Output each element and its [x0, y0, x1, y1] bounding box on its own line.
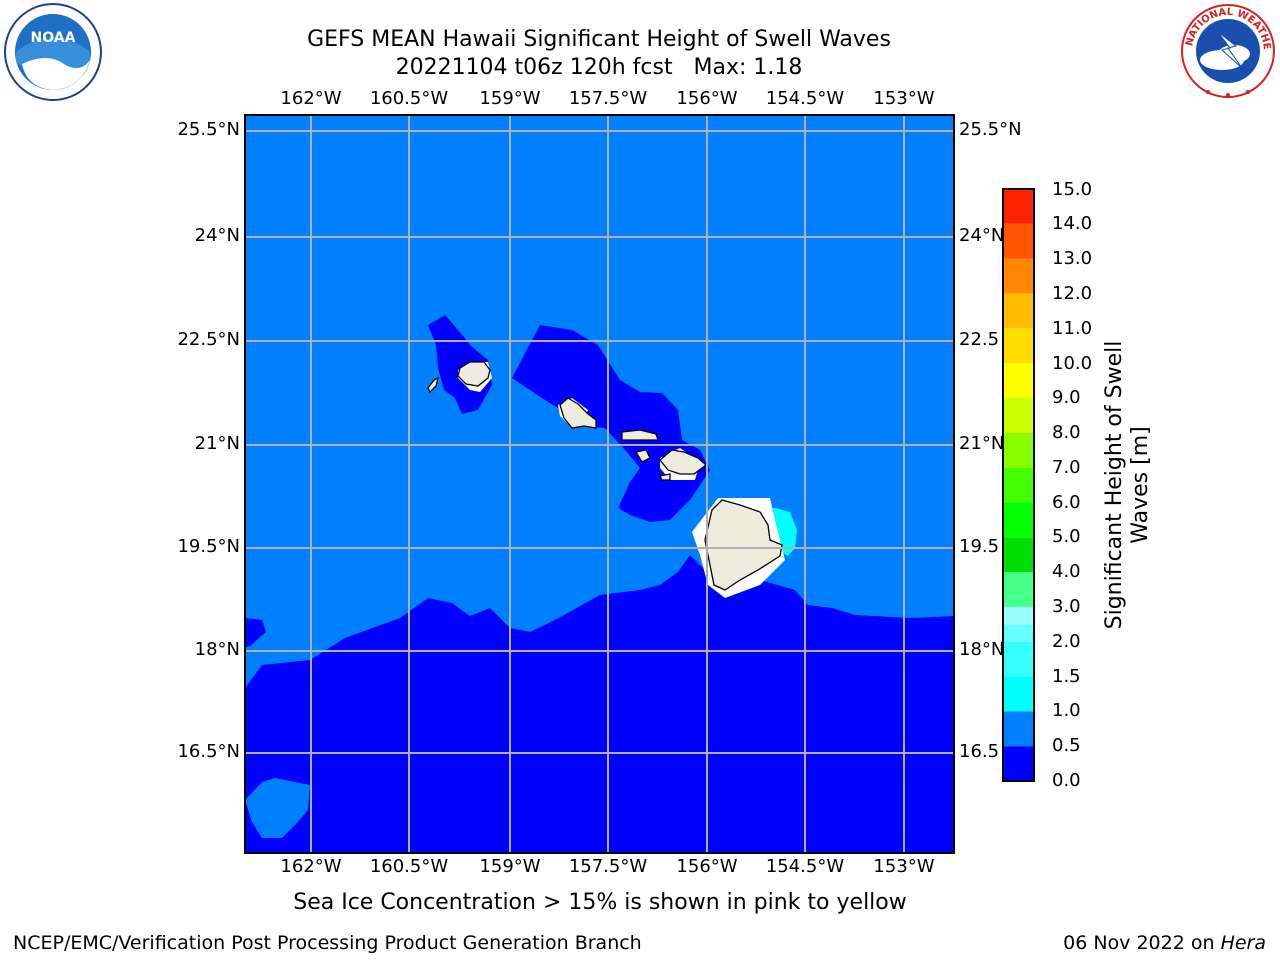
lon-tick-top: 157.5°W	[568, 88, 648, 109]
lat-tick-right: 22.5	[959, 329, 1000, 350]
colorbar-tick: 9.0	[1052, 387, 1081, 408]
colorbar-segment	[1003, 189, 1034, 224]
lat-tick-left: 18°N	[194, 639, 240, 660]
colorbar-segment	[1003, 363, 1034, 398]
moderate-swell-patch-sw	[245, 778, 310, 838]
colorbar-tick: 15.0	[1052, 179, 1093, 200]
lon-tick-bottom: 162°W	[280, 856, 342, 877]
map-subtitle: 20221104 t06z 120h fcst Max: 1.18	[395, 55, 803, 80]
lon-tick-bottom: 154.5°W	[765, 856, 845, 877]
colorbar-tick: 8.0	[1052, 422, 1081, 443]
colorbar-tick: 12.0	[1052, 283, 1093, 304]
colorbar-segment	[1003, 502, 1034, 538]
colorbar-segment	[1003, 397, 1034, 433]
lat-tick-left: 25.5°N	[177, 119, 240, 140]
lon-tick-top: 162°W	[280, 88, 342, 109]
colorbar-tick: 10.0	[1052, 353, 1093, 374]
noaa-logo-text: NOAA	[31, 30, 76, 46]
map-gridlines	[245, 115, 954, 853]
lat-tick-right: 18°N	[959, 639, 1005, 660]
colorbar-segment	[1003, 537, 1034, 573]
lat-tick-right: 16.5	[959, 741, 1000, 762]
colorbar	[1002, 188, 1035, 782]
colorbar-segment	[1003, 572, 1034, 607]
lon-tick-bottom: 156°W	[676, 856, 738, 877]
low-swell-region-islands	[512, 325, 710, 522]
colorbar-tick: 0.0	[1052, 770, 1081, 791]
colorbar-tick: 1.5	[1052, 666, 1081, 687]
colorbar-segment	[1003, 641, 1034, 677]
colorbar-tick: 13.0	[1052, 248, 1093, 269]
lat-tick-right: 25.5°N	[959, 119, 1022, 140]
lon-tick-top: 153°W	[873, 88, 935, 109]
colorbar-segment	[1003, 293, 1034, 329]
colorbar-tick: 0.5	[1052, 735, 1081, 756]
colorbar-segment	[1003, 258, 1034, 294]
lon-tick-top: 156°W	[676, 88, 738, 109]
lat-tick-left: 16.5°N	[177, 741, 240, 762]
lat-tick-right: 19.5	[959, 536, 1000, 557]
colorbar-segment	[1003, 624, 1034, 642]
lon-tick-top: 160.5°W	[369, 88, 449, 109]
lon-tick-bottom: 160.5°W	[369, 856, 449, 877]
colorbar-segment	[1003, 746, 1034, 781]
lon-tick-bottom: 153°W	[873, 856, 935, 877]
kauai-island	[457, 361, 491, 387]
nws-logo: NATIONAL WEATHER SERVICE	[1178, 2, 1275, 98]
colorbar-label: Significant Height of Swell Waves [m]	[1102, 340, 1153, 630]
colorbar-segment	[1003, 711, 1034, 747]
big-island	[704, 499, 783, 591]
colorbar-segment	[1003, 467, 1034, 503]
lat-tick-left: 22.5°N	[177, 329, 240, 350]
colorbar-segment	[1003, 676, 1034, 712]
oahu-island	[559, 397, 597, 429]
lat-tick-left: 19.5°N	[177, 536, 240, 557]
colorbar-tick: 14.0	[1052, 213, 1093, 234]
colorbar-segment	[1003, 432, 1034, 468]
colorbar-segment	[1003, 223, 1034, 259]
low-swell-region-west	[245, 618, 266, 648]
footer-date: 06 Nov 2022 on Hera	[1063, 932, 1266, 954]
molokai-island	[621, 429, 659, 441]
lon-tick-top: 159°W	[479, 88, 541, 109]
colorbar-tick: 5.0	[1052, 526, 1081, 547]
map-title: GEFS MEAN Hawaii Significant Height of S…	[307, 27, 891, 52]
colorbar-tick: 7.0	[1052, 457, 1081, 478]
colorbar-segment	[1003, 606, 1034, 625]
niihau-island	[427, 376, 439, 394]
lanai-island	[634, 449, 651, 463]
lat-tick-right: 21°N	[959, 433, 1005, 454]
colorbar-tick: 11.0	[1052, 318, 1093, 339]
map-frame	[244, 114, 955, 854]
colorbar-tick: 6.0	[1052, 492, 1081, 513]
colorbar-tick: 2.0	[1052, 631, 1081, 652]
colorbar-tick: 1.0	[1052, 700, 1081, 721]
lon-tick-bottom: 159°W	[479, 856, 541, 877]
kahoolawe-island	[659, 473, 671, 481]
colorbar-segment	[1003, 328, 1034, 364]
noaa-logo: NOAA	[4, 3, 102, 101]
lat-tick-left: 21°N	[194, 433, 240, 454]
colorbar-tick: 3.0	[1052, 596, 1081, 617]
lat-tick-right: 24°N	[959, 225, 1005, 246]
lon-tick-top: 154.5°W	[765, 88, 845, 109]
colorbar-tick: 4.0	[1052, 561, 1081, 582]
lon-tick-bottom: 157.5°W	[568, 856, 648, 877]
sea-ice-caption: Sea Ice Concentration > 15% is shown in …	[293, 890, 907, 915]
footer-credit: NCEP/EMC/Verification Post Processing Pr…	[13, 932, 642, 954]
low-swell-region-south	[245, 555, 954, 853]
lat-tick-left: 24°N	[194, 225, 240, 246]
